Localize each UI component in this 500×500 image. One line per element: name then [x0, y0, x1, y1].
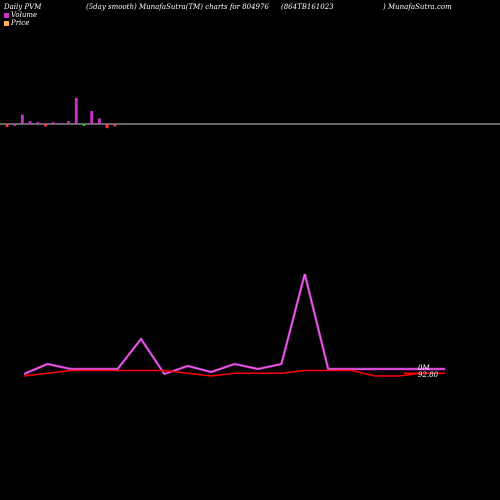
pvm-bar: [44, 124, 47, 127]
pvm-bar: [105, 124, 109, 129]
pvm-bar: [5, 124, 9, 127]
pvm-bar: [51, 122, 55, 124]
legend-price-label: Price: [11, 19, 30, 27]
pvm-bar: [74, 97, 78, 124]
pvm-bar: [28, 121, 32, 124]
chart-title-mid: (5day smooth) MunafaSutra(TM) charts for…: [86, 3, 269, 11]
legend-volume-swatch: [4, 12, 9, 18]
volume-line: [23, 273, 446, 376]
legend-price: Price: [4, 19, 29, 27]
price-end-label: 92.80: [418, 371, 439, 379]
chart-title-left: Daily PVM: [4, 3, 42, 11]
pvm-bar: [98, 118, 101, 124]
chart-title-right: ) MunafaSutra.com: [383, 3, 452, 11]
volume-end-label: 0M: [418, 364, 430, 372]
pvm-bar: [82, 124, 86, 126]
pvm-bar: [13, 124, 17, 126]
pvm-bar: [67, 121, 70, 124]
legend-volume: Volume: [4, 11, 37, 19]
pvm-bar: [21, 114, 24, 124]
price-line: [23, 369, 446, 377]
pvm-bar: [113, 124, 117, 127]
volume-line-highlight: [23, 273, 446, 375]
pvm-bar: [59, 123, 63, 125]
pvm-bar: [90, 110, 94, 124]
pvm-bar: [36, 122, 40, 124]
legend-price-swatch: [4, 20, 9, 26]
chart-title-code: (864TB161023: [281, 3, 334, 11]
legend-volume-label: Volume: [11, 11, 38, 19]
